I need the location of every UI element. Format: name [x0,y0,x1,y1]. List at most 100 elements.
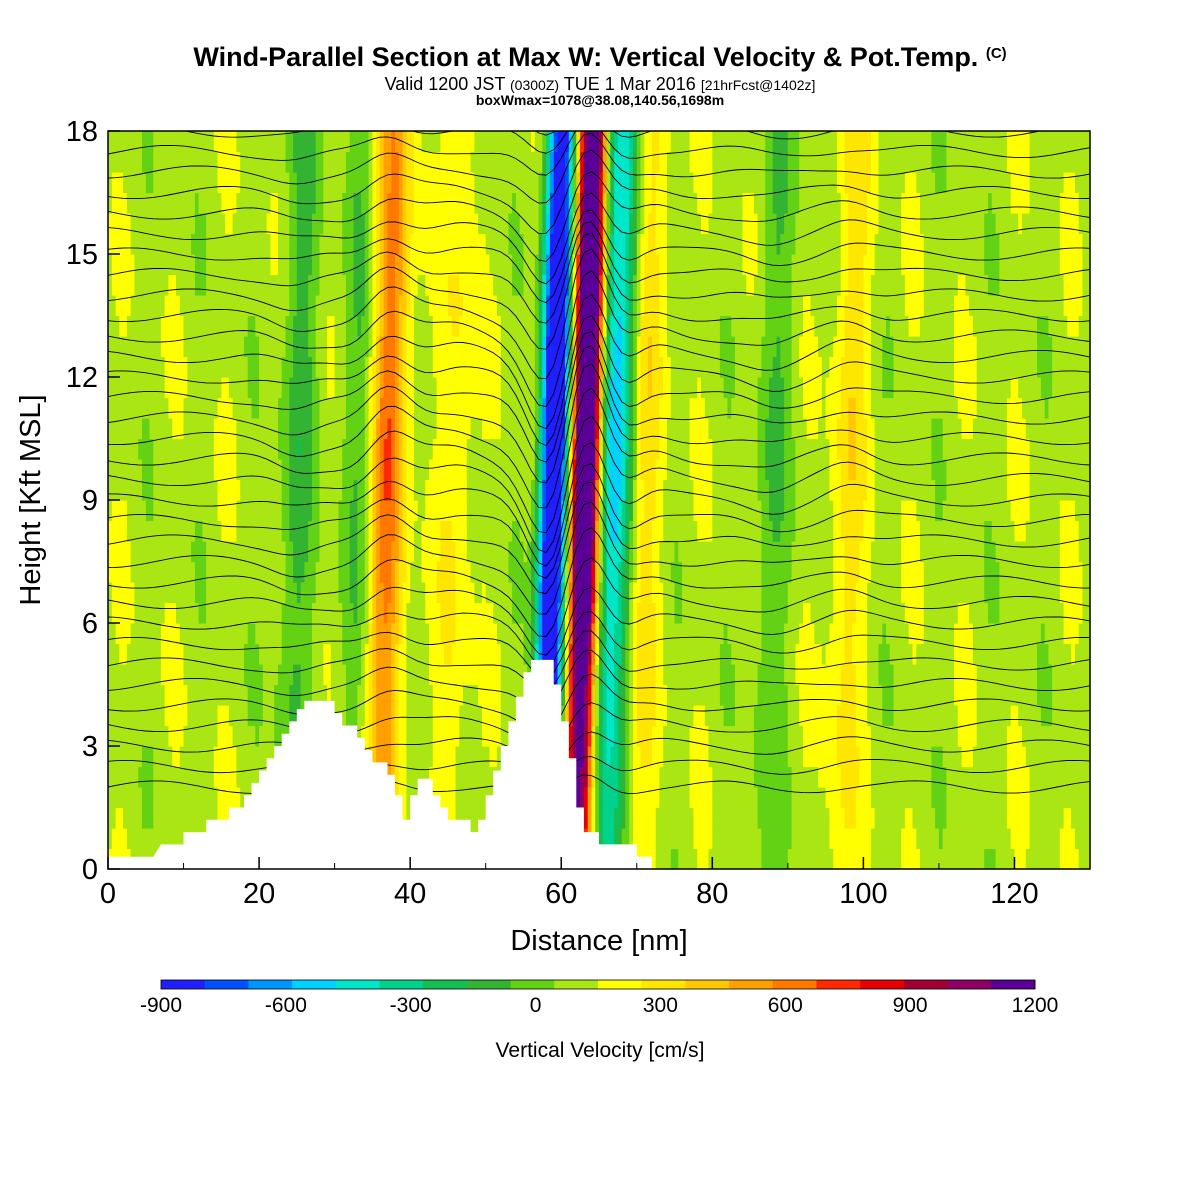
w-cell [542,561,547,583]
w-cell [289,274,294,296]
w-cell [561,233,566,255]
w-cell [376,479,381,501]
w-cell [398,192,404,214]
w-cell [406,684,411,706]
w-cell [485,438,491,460]
w-cell [153,356,158,378]
w-cell [228,295,234,317]
w-cell [134,213,139,235]
w-cell [319,582,324,604]
w-cell [179,397,185,419]
w-cell [466,459,472,481]
w-cell [614,213,619,235]
w-cell [470,705,475,727]
w-cell [312,172,317,194]
w-cell [542,602,547,624]
w-cell [625,582,630,604]
w-cell [459,725,464,747]
w-cell [364,602,370,624]
w-cell [357,459,362,481]
w-cell [191,561,196,583]
w-cell [553,377,559,399]
w-cell [361,725,366,747]
w-cell [145,233,151,255]
w-cell [599,561,604,583]
w-cell [568,623,574,645]
w-cell [164,151,170,173]
w-cell [168,336,173,358]
w-cell [236,233,241,255]
w-cell [293,213,298,235]
w-cell [134,418,139,440]
w-cell [149,807,154,829]
w-cell [334,438,339,460]
w-cell [576,397,581,419]
w-cell [455,561,460,583]
w-cell [368,643,373,665]
w-cell [429,684,434,706]
w-cell [187,131,192,153]
w-cell [451,233,457,255]
w-cell [387,315,392,337]
w-cell [478,438,483,460]
w-cell [481,213,487,235]
w-cell [259,151,264,173]
w-cell [194,746,200,768]
w-cell [145,807,151,829]
w-cell [217,561,222,583]
w-cell [259,356,264,378]
w-cell [402,213,407,235]
w-cell [447,356,453,378]
w-cell [410,151,415,173]
w-cell [157,828,162,850]
w-cell [617,582,623,604]
w-cell [304,192,309,214]
w-cell [285,582,290,604]
w-cell [447,336,453,358]
w-cell [206,336,211,358]
w-cell [625,787,630,809]
w-cell [463,541,468,563]
w-cell [183,377,188,399]
w-cell [617,705,623,727]
w-cell [466,172,472,194]
w-cell [455,664,460,686]
w-cell [610,438,615,460]
w-cell [474,541,479,563]
w-cell [519,602,525,624]
w-cell [504,541,509,563]
w-cell [402,807,407,829]
w-cell [108,643,113,665]
w-cell [413,418,419,440]
w-cell [240,787,245,809]
w-cell [172,500,177,522]
w-cell [266,356,271,378]
w-cell [625,725,630,747]
w-cell [240,151,245,173]
w-cell [172,356,177,378]
w-cell [108,561,113,583]
w-cell [383,213,389,235]
w-cell [583,766,589,788]
w-cell [432,418,438,440]
w-cell [123,336,128,358]
w-cell [402,787,407,809]
w-cell [508,561,513,583]
w-cell [179,602,185,624]
w-cell [497,725,502,747]
w-cell [289,295,294,317]
w-cell [270,459,275,481]
w-cell [187,315,192,337]
w-cell [485,356,491,378]
w-cell [353,705,358,727]
w-cell [542,336,547,358]
w-cell [572,582,577,604]
w-cell [232,418,237,440]
w-cell [149,520,154,542]
w-cell [549,623,555,645]
w-cell [153,725,158,747]
w-cell [327,541,332,563]
w-cell [440,233,445,255]
w-cell [512,233,517,255]
w-cell [406,397,411,419]
